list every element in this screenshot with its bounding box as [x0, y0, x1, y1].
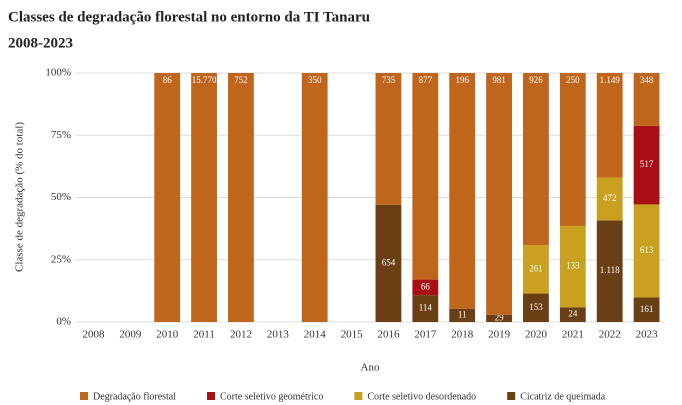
y-tick-label: 100% [45, 67, 71, 79]
bar-segment [486, 73, 512, 315]
value-label: 981 [492, 75, 506, 85]
bar-segment [633, 125, 660, 205]
y-tick-label: 50% [51, 191, 71, 203]
x-tick-label: 2021 [562, 329, 584, 341]
legend-label: Cicatriz de queimada [520, 391, 606, 402]
legend-swatch [207, 392, 216, 400]
value-label: 1.118 [600, 265, 620, 275]
value-label: 261 [529, 263, 543, 273]
bar-segment [375, 73, 402, 205]
x-tick-label: 2015 [341, 329, 364, 341]
x-tick-label: 2014 [304, 329, 327, 341]
bar-segment [523, 245, 549, 294]
value-label: 517 [640, 159, 654, 169]
value-label: 161 [640, 304, 654, 314]
x-tick-label: 2020 [525, 329, 548, 341]
bar-segment [559, 225, 586, 308]
x-tick-label: 2019 [488, 329, 511, 341]
value-label: 11 [458, 309, 467, 319]
value-label: 66 [421, 281, 431, 291]
value-label: 114 [419, 303, 433, 313]
value-label: 654 [382, 257, 396, 267]
bar-segment [154, 73, 181, 322]
legend-swatch [507, 392, 516, 400]
bar-segment [596, 177, 623, 221]
bar-segment [633, 204, 660, 298]
value-label: 752 [234, 75, 248, 85]
value-label: 348 [640, 75, 654, 85]
value-label: 24 [568, 309, 578, 319]
value-label: 86 [163, 75, 173, 85]
value-label: 472 [603, 193, 617, 203]
legend-label: Degradação florestal [93, 391, 176, 402]
value-label: 735 [382, 75, 396, 85]
legend-swatch [80, 392, 88, 400]
y-tick-label: 75% [51, 129, 71, 141]
y-tick-label: 0% [56, 316, 71, 328]
y-tick-label: 25% [51, 253, 71, 265]
bar-segment [523, 73, 549, 246]
legend-label: Corte seletivo desordenado [367, 391, 476, 402]
value-label: 926 [529, 75, 543, 85]
bar-segment [191, 73, 217, 322]
value-label: 877 [419, 75, 433, 85]
x-tick-label: 2013 [267, 329, 290, 341]
bar-segment [412, 279, 439, 296]
value-label: 133 [566, 261, 580, 271]
x-tick-label: 2012 [230, 329, 252, 341]
chart-title: Classes de degradação florestal no entor… [8, 9, 370, 25]
value-label: 153 [529, 302, 543, 312]
bar-segment [559, 73, 586, 226]
bar-segment [596, 220, 623, 322]
value-label: 15.770 [192, 75, 217, 85]
bar-segment [412, 295, 439, 322]
bar-segment [449, 308, 476, 322]
x-tick-label: 2011 [193, 329, 215, 341]
bar-segment [633, 73, 660, 126]
bar-segment [486, 314, 512, 322]
x-tick-label: 2016 [377, 329, 400, 341]
value-label: 613 [640, 245, 654, 255]
value-label: 1.149 [600, 75, 621, 85]
bar-segment [633, 297, 660, 322]
x-tick-label: 2008 [82, 329, 105, 341]
x-tick-label: 2017 [414, 329, 437, 341]
value-label: 196 [455, 75, 469, 85]
x-tick-label: 2023 [636, 329, 659, 341]
bar-segment [412, 73, 439, 280]
bar-segment [559, 307, 586, 322]
x-tick-label: 2018 [451, 329, 474, 341]
chart-subtitle: 2008-2023 [8, 35, 73, 51]
bar-segment [449, 73, 476, 309]
bar-segment [301, 73, 328, 322]
x-tick-label: 2010 [156, 329, 179, 341]
bar-segment [523, 293, 549, 322]
bar-segment [596, 73, 623, 178]
bar-segment [228, 73, 254, 322]
x-tick-label: 2009 [119, 329, 142, 341]
value-label: 29 [495, 312, 505, 322]
x-axis-label: Ano [361, 362, 380, 374]
legend-label: Corte seletivo geométrico [220, 391, 323, 402]
bar-segment [375, 204, 402, 322]
value-label: 250 [566, 75, 580, 85]
value-label: 350 [308, 75, 322, 85]
y-axis-label: Classe de degradação (% do total) [14, 122, 26, 272]
x-tick-label: 2022 [599, 329, 621, 341]
legend-swatch [354, 392, 363, 400]
